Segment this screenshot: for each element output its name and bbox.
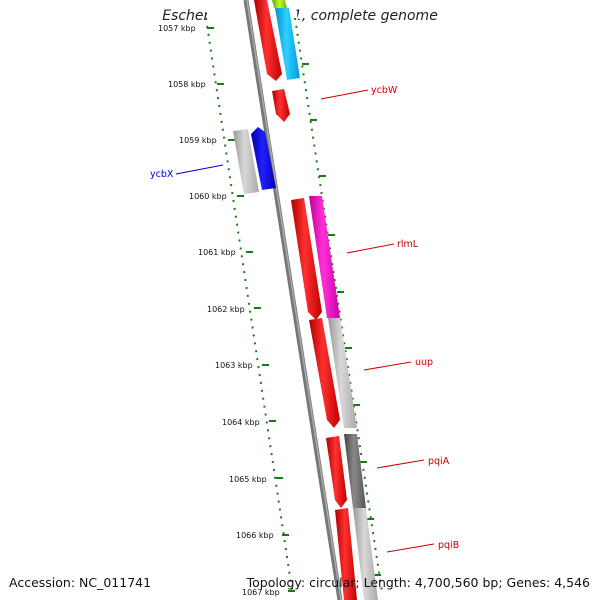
feature-green-top [272, 0, 287, 8]
cds-features [254, 0, 357, 600]
leader-rlmL [346, 243, 395, 254]
leader-uup [363, 361, 412, 371]
feature-pqiA-dark [344, 434, 366, 508]
kbp-label-1060: 1060 kbp [189, 192, 227, 201]
kbp-label-1058: 1058 kbp [168, 80, 206, 89]
gene-label-uup: uup [415, 357, 433, 368]
kbp-label-1061: 1061 kbp [198, 248, 236, 257]
kbp-label-1064: 1064 kbp [222, 418, 260, 427]
cds-uup [309, 318, 340, 428]
gene-label-rlmL: rlmL [397, 239, 419, 250]
kbp-label-1066: 1066 kbp [236, 531, 274, 540]
gene-label-ycbX: ycbX [150, 169, 174, 180]
kbp-label-1057: 1057 kbp [158, 24, 196, 33]
leader-pqiA [376, 459, 425, 469]
cds-pqiA [326, 436, 347, 508]
kbp-label-1065: 1065 kbp [229, 475, 267, 484]
kbp-label-1059: 1059 kbp [179, 136, 217, 145]
cds-rlmL [291, 198, 322, 320]
genome-summary: Topology: circular; Length: 4,700,560 bp… [246, 575, 590, 590]
cds-pqiB [335, 508, 357, 600]
forward-strand-features [272, 0, 378, 600]
feature-cyan [275, 8, 300, 80]
genome-backbone-highlight [246, 0, 342, 600]
leader-ycbX [175, 164, 224, 175]
ycbX-features [233, 127, 276, 194]
kbp-label-1062: 1062 kbp [207, 305, 245, 314]
kbp-labels: 1057 kbp 1058 kbp 1059 kbp 1060 kbp 1061… [158, 24, 280, 597]
gene-labels: ycbW ycbX rlmL uup pqiA pqiB [150, 85, 459, 553]
feature-uup-gray [328, 318, 357, 428]
outer-dotted-ring [294, 17, 383, 593]
feature-ycbX-gray [233, 129, 259, 194]
accession-text: Accession: NC_011741 [9, 575, 152, 590]
cds-top [254, 0, 282, 81]
inner-dotted-ring [205, 17, 293, 591]
genome-backbone [243, 0, 343, 600]
scale-ticks [207, 27, 381, 592]
kbp-label-1063: 1063 kbp [215, 361, 253, 370]
leader-pqiB [386, 543, 435, 553]
cds-ycbW [272, 89, 290, 122]
feature-rlmL-magenta [309, 196, 340, 318]
gene-label-pqiB: pqiB [438, 540, 459, 551]
feature-pqiB-gray [353, 508, 378, 600]
gene-label-ycbW: ycbW [371, 85, 398, 96]
cds-ycbX [251, 127, 276, 190]
leader-ycbW [320, 89, 369, 100]
kbp-label-1067: 1067 kbp [242, 588, 280, 597]
gene-label-pqiA: pqiA [428, 456, 450, 467]
